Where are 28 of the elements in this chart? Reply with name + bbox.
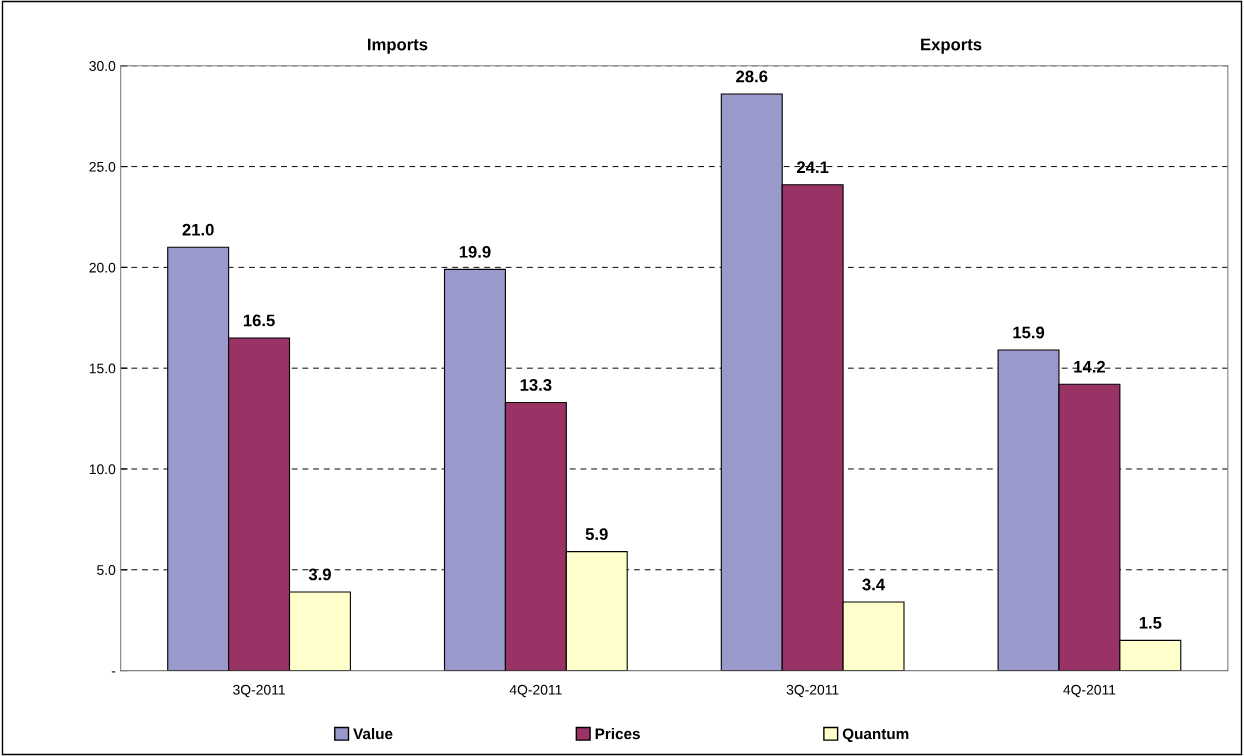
x-tick-label: 3Q-2011 (233, 684, 285, 698)
y-tick-label: 10.0 (89, 464, 116, 475)
data-label: 13.3 (520, 379, 552, 391)
data-label: 1.5 (1139, 617, 1162, 629)
data-label: 3.4 (862, 578, 886, 591)
data-label: 15.9 (1013, 326, 1045, 339)
data-label: 16.5 (243, 314, 275, 327)
y-tick-label: 20.0 (89, 262, 116, 273)
x-tick-label: 4Q-2011 (509, 684, 562, 698)
data-label: 24.1 (797, 161, 829, 173)
y-tick-label: 5.0 (97, 565, 116, 575)
y-tick-label: 25.0 (89, 161, 116, 172)
x-tick-label: 4Q-2011 (1063, 684, 1116, 698)
data-label: 14.2 (1074, 360, 1105, 373)
y-tick-label: - (111, 671, 116, 673)
y-tick-label: 30.0 (89, 61, 116, 71)
text: Imports (368, 38, 428, 54)
text: Exports (921, 38, 982, 54)
data-label: 5.9 (585, 528, 608, 540)
legend-label: Value (353, 728, 393, 740)
data-label: 21.0 (182, 223, 214, 236)
legend-label: Prices (595, 728, 640, 740)
data-label: 3.9 (308, 568, 331, 581)
y-tick-label: 15.0 (89, 363, 116, 374)
data-label: 28.6 (736, 70, 768, 83)
legend-label: Quantum (842, 728, 909, 743)
data-label: 19.9 (459, 245, 491, 258)
x-tick-label: 3Q-2011 (786, 684, 839, 698)
